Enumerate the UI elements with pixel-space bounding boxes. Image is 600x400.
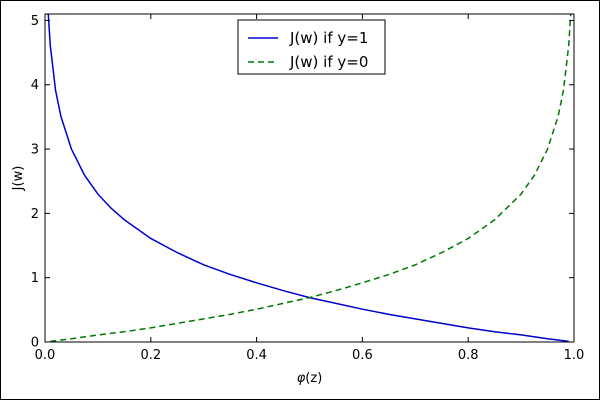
x-axis-label: φ(z) — [297, 371, 323, 386]
y-axis-label: J(w) — [11, 166, 26, 192]
y-tick-label: 4 — [31, 78, 39, 93]
series-line-y1 — [47, 14, 569, 342]
ticks-layer: 0.0 0.2 0.4 0.6 0.8 1.0 0 1 2 3 4 5 — [31, 14, 585, 363]
x-tick-label: 1.0 — [564, 348, 585, 363]
y-tick-label: 2 — [31, 207, 39, 222]
x-tick-label: 0.2 — [140, 348, 161, 363]
x-tick-label: 0.6 — [352, 348, 373, 363]
series-layer — [47, 14, 572, 342]
legend-box — [237, 19, 386, 75]
legend-label-y0: J(w) if y=0 — [289, 53, 368, 71]
y-tick-label: 3 — [31, 143, 39, 158]
x-tick-label: 0.8 — [458, 348, 479, 363]
y-tick-label: 0 — [31, 336, 39, 351]
plot-border — [44, 13, 575, 343]
y-tick-label: 1 — [31, 271, 39, 286]
legend: J(w) if y=1 J(w) if y=0 — [237, 19, 386, 75]
series-line-y0 — [50, 14, 572, 342]
x-tick-label: 0.4 — [246, 348, 267, 363]
x-tick-label: 0.0 — [35, 348, 56, 363]
legend-label-y1: J(w) if y=1 — [289, 29, 368, 47]
y-tick-label: 5 — [31, 14, 39, 29]
